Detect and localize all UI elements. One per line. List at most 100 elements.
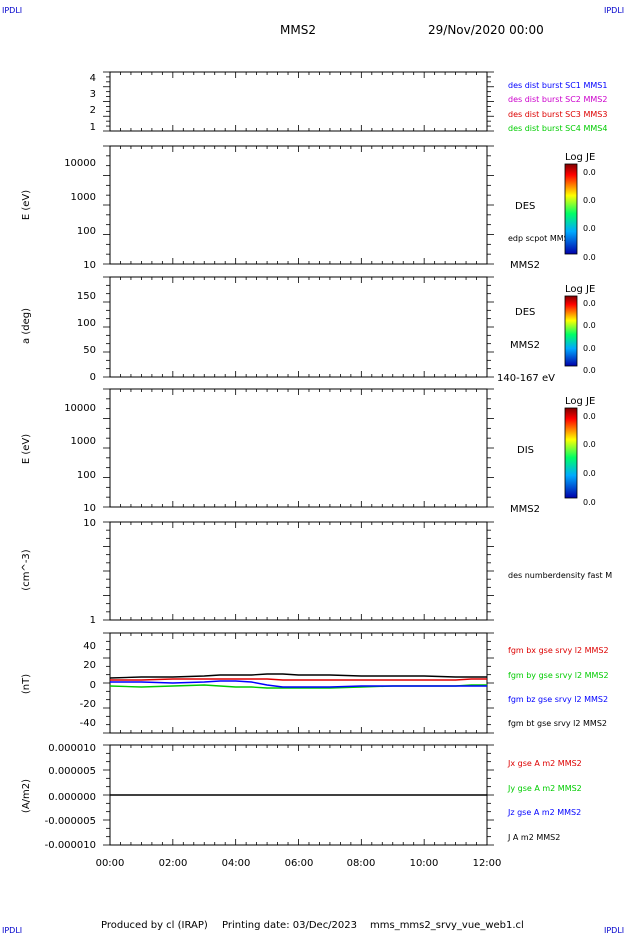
p6-tick: 20 xyxy=(83,660,96,671)
corner-label-top-right: IPDLI xyxy=(604,6,624,15)
panel-frame xyxy=(109,521,488,621)
p1-legend-mms2: des dist burst SC2 MMS2 xyxy=(508,95,607,104)
p4-tick: 10000 xyxy=(64,403,96,414)
p7-tick: -0.000010 xyxy=(45,840,96,851)
p6-tick: 0 xyxy=(90,680,96,691)
colorbar-label: 0.0 xyxy=(583,469,596,478)
p3-ylabel: a (deg) xyxy=(21,308,32,344)
colorbar-dis-energy: Log JE 0.0 0.0 0.0 0.0 xyxy=(564,396,596,507)
colorbar-gradient xyxy=(564,407,578,499)
footer-printing-date: Printing date: 03/Dec/2023 xyxy=(222,920,357,931)
p7-legend-jx: Jx gse A m2 MMS2 xyxy=(507,759,582,768)
panel-frame xyxy=(109,71,488,132)
p6-tick: -20 xyxy=(80,699,96,710)
colorbar-label: 0.0 xyxy=(583,196,596,205)
p2-tick: 100 xyxy=(77,226,96,237)
colorbar-label: 0.0 xyxy=(583,344,596,353)
p2-tick: 10000 xyxy=(64,158,96,169)
x-tick-label: 06:00 xyxy=(285,858,314,869)
colorbar-label: 0.0 xyxy=(583,224,596,233)
footer-filename: mms_mms2_srvy_vue_web1.cl xyxy=(370,920,524,931)
colorbar-label: 0.0 xyxy=(583,440,596,449)
p3-tick: 150 xyxy=(77,291,96,302)
panel-4-ion-spectrogram: E (eV) 10000 1000 100 10 DIS MMS2 xyxy=(21,403,540,515)
p7-tick: 0.000000 xyxy=(48,792,96,803)
p7-ylabel: (A/m2) xyxy=(21,779,32,813)
x-tick-label: 08:00 xyxy=(347,858,376,869)
p3-label-sub: MMS2 xyxy=(510,340,540,351)
p3-tick: 50 xyxy=(83,345,96,356)
colorbar-label: 0.0 xyxy=(583,321,596,330)
x-tick-label: 02:00 xyxy=(159,858,188,869)
p1-tick: 1 xyxy=(90,122,96,133)
p4-tick: 10 xyxy=(83,503,96,514)
panel-1-sc-position: 4 3 2 1 des dist burst SC1 MMS1 des dist… xyxy=(90,73,608,133)
p6-legend-by: fgm by gse srvy l2 MMS2 xyxy=(508,671,609,680)
p7-tick: -0.000005 xyxy=(45,816,96,827)
corner-label-bottom-right: IPDLI xyxy=(604,926,624,934)
p4-tick: 1000 xyxy=(71,436,96,447)
colorbar-label: 0.0 xyxy=(583,299,596,308)
p1-legend-mms4: des dist burst SC4 MMS4 xyxy=(508,124,607,133)
p5-label-main: des numberdensity fast M xyxy=(508,571,612,580)
x-tick-label: 10:00 xyxy=(410,858,439,869)
p1-legend-mms3: des dist burst SC3 MMS3 xyxy=(508,110,607,119)
p2-tick: 1000 xyxy=(71,192,96,203)
p3-label-bottom: 140-167 eV xyxy=(497,373,555,384)
p2-tick: 10 xyxy=(83,260,96,271)
panel-6-magnetic-field: (nT) 40 20 0 -20 -40 fgm bx gse srvy l2 … xyxy=(21,641,609,729)
footer-produced-by: Produced by cl (IRAP) xyxy=(101,920,208,931)
plot-date: 29/Nov/2020 00:00 xyxy=(428,23,544,37)
colorbar-title: Log JE xyxy=(565,396,595,407)
colorbar-title: Log JE xyxy=(565,152,595,163)
bfield-line-2 xyxy=(110,680,487,688)
p4-tick: 100 xyxy=(77,470,96,481)
p4-ylabel: E (eV) xyxy=(21,434,32,464)
p4-label-bottom: MMS2 xyxy=(510,504,540,515)
x-axis-labels: 00:00 02:00 04:00 06:00 08:00 10:00 12:0… xyxy=(96,858,502,869)
colorbar-title: Log JE xyxy=(565,284,595,295)
panel-5-density: (cm^-3) 10 1 des numberdensity fast M xyxy=(21,518,612,626)
p6-tick: -40 xyxy=(80,718,96,729)
x-tick-label: 00:00 xyxy=(96,858,125,869)
p1-tick: 3 xyxy=(90,89,96,100)
p1-legend-mms1: des dist burst SC1 MMS1 xyxy=(508,81,607,90)
p7-legend-j: J A m2 MMS2 xyxy=(507,833,560,842)
bfield-lines xyxy=(109,673,487,689)
p6-legend-bz: fgm bz gse srvy l2 MMS2 xyxy=(508,695,608,704)
colorbar-label: 0.0 xyxy=(583,168,596,177)
p7-legend-jz: Jz gse A m2 MMS2 xyxy=(507,808,581,817)
p2-ylabel: E (eV) xyxy=(21,190,32,220)
p7-legend-jy: Jy gse A m2 MMS2 xyxy=(507,784,582,793)
x-tick-label: 12:00 xyxy=(473,858,502,869)
colorbar-gradient xyxy=(564,295,578,367)
colorbar-label: 0.0 xyxy=(583,412,596,421)
bfield-line-3 xyxy=(109,673,487,679)
bfield-line-0 xyxy=(110,678,487,681)
p2-label-bottom: MMS2 xyxy=(510,260,540,271)
page-title: MMS2 xyxy=(280,23,316,37)
p6-legend-bx: fgm bx gse srvy l2 MMS2 xyxy=(508,646,609,655)
p7-tick: 0.000010 xyxy=(48,743,96,754)
colorbar-label: 0.0 xyxy=(583,366,596,375)
axis-ticks xyxy=(103,71,494,846)
p6-tick: 40 xyxy=(83,641,96,652)
p1-tick: 2 xyxy=(90,105,96,116)
colorbar-des-pitch: Log JE 0.0 0.0 0.0 0.0 xyxy=(564,284,596,375)
panel-2-electron-spectrogram: E (eV) 10000 1000 100 10 DES edp scpot M… xyxy=(21,158,574,271)
panel-frame xyxy=(109,276,488,378)
p5-tick: 1 xyxy=(90,615,96,626)
x-tick-label: 04:00 xyxy=(222,858,251,869)
panel-frame xyxy=(109,388,488,508)
p3-label-main: DES xyxy=(515,307,535,318)
corner-label-top-left: IPDLI xyxy=(2,6,22,15)
colorbar-gradient xyxy=(564,163,578,255)
corner-label-bottom-left: IPDLI xyxy=(2,926,22,934)
p2-label-sub: edp scpot MMS2 xyxy=(508,234,574,243)
p7-tick: 0.000005 xyxy=(48,766,96,777)
p5-tick: 10 xyxy=(83,518,96,529)
p3-tick: 100 xyxy=(77,318,96,329)
p1-tick: 4 xyxy=(90,73,96,84)
p6-ylabel: (nT) xyxy=(21,674,32,694)
